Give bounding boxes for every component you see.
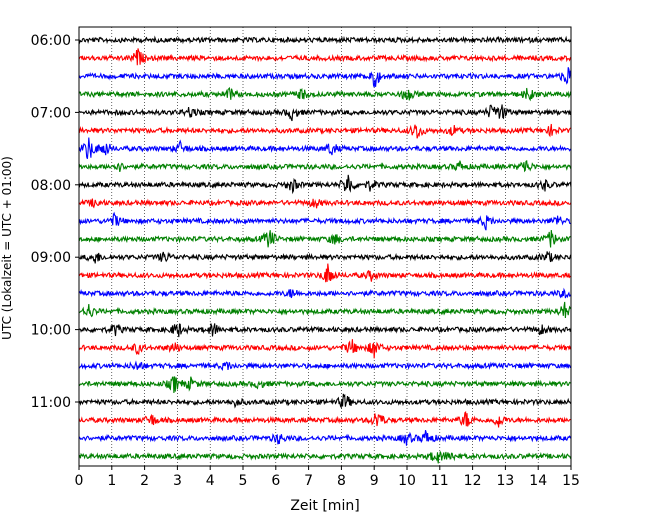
trace-lines (78, 35, 572, 464)
trace-1000 (78, 322, 572, 338)
y-tick-label: 11:00 (31, 395, 71, 411)
trace-1015 (78, 339, 572, 359)
trace-1130 (78, 430, 572, 446)
trace-0700 (78, 104, 572, 122)
x-tick-label: 15 (562, 473, 580, 489)
trace-1145 (78, 451, 572, 464)
trace-0815 (78, 198, 572, 209)
trace-0745 (78, 160, 572, 173)
x-tick-label: 10 (398, 473, 416, 489)
y-tick-label: 07:00 (31, 105, 71, 121)
trace-0800 (78, 174, 572, 195)
trace-1045 (78, 376, 572, 394)
x-tick-label: 11 (431, 473, 449, 489)
y-tick-label: 10:00 (31, 323, 71, 339)
x-tick-label: 4 (206, 473, 215, 489)
y-axis-label: UTC (Lokalzeit = UTC + 01:00) (0, 156, 14, 340)
trace-0715 (78, 123, 572, 139)
trace-0615 (78, 48, 572, 66)
trace-0915 (78, 263, 572, 283)
x-tick-label: 14 (529, 473, 547, 489)
x-tick-label: 12 (464, 473, 482, 489)
x-tick-label: 13 (496, 473, 514, 489)
x-axis-label: Zeit [min] (290, 498, 359, 514)
trace-0830 (78, 211, 572, 231)
x-tick-label: 9 (370, 473, 379, 489)
x-tick-label: 8 (337, 473, 346, 489)
x-tick-label: 5 (239, 473, 248, 489)
trace-0645 (78, 86, 572, 102)
x-tick-label: 1 (107, 473, 116, 489)
x-tick-label: 6 (271, 473, 280, 489)
y-tick-label: 06:00 (31, 33, 71, 49)
axis-ticks: 0 1 2 3 4 5 6 7 8 9 10 11 12 13 14 1506:0007:0008:0009:… (31, 33, 580, 489)
trace-1030 (78, 360, 571, 372)
trace-0600 (78, 35, 572, 45)
y-tick-label: 08:00 (31, 178, 71, 194)
trace-0730 (78, 137, 572, 159)
plot-frame (78, 26, 572, 467)
y-tick-label: 09:00 (31, 250, 71, 266)
trace-0900 (78, 250, 572, 264)
x-tick-label: 0 (75, 473, 84, 489)
vertical-grid (111, 27, 539, 466)
trace-0630 (78, 67, 572, 88)
trace-1100 (78, 393, 572, 410)
x-tick-label: 7 (304, 473, 313, 489)
trace-1115 (78, 411, 572, 428)
trace-0845 (78, 229, 572, 248)
trace-0945 (78, 301, 572, 319)
x-tick-label: 2 (140, 473, 149, 489)
x-tick-label: 3 (173, 473, 182, 489)
trace-0930 (78, 287, 572, 299)
